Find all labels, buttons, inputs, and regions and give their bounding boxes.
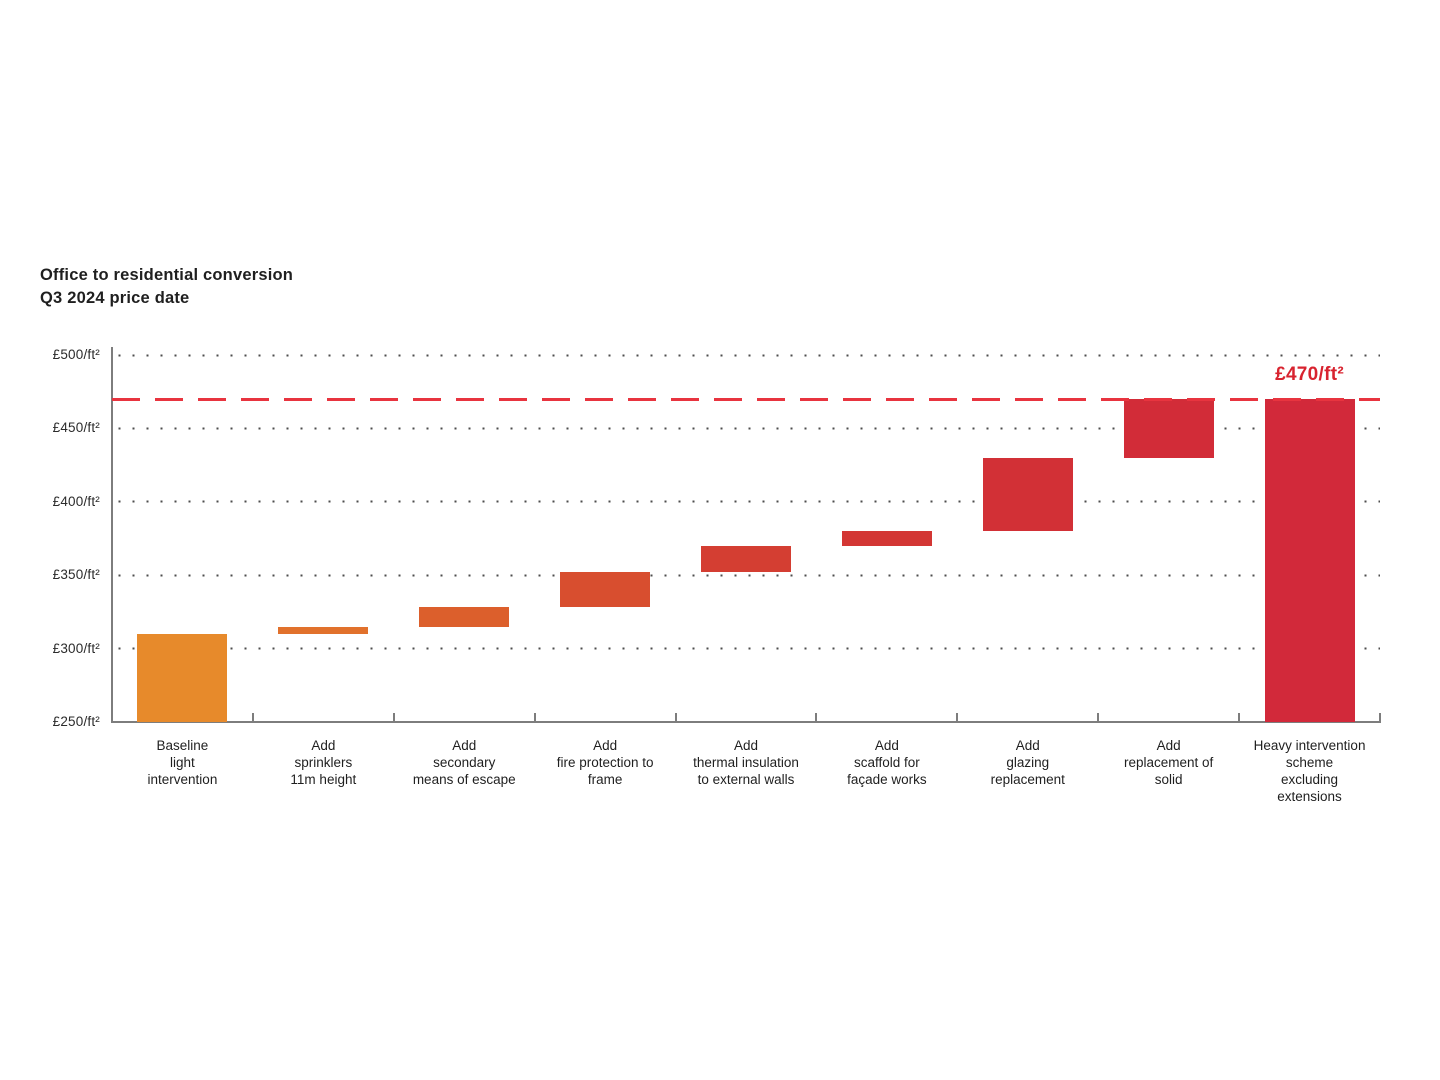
x-axis-tick: [392, 713, 395, 723]
x-axis-tick: [251, 713, 254, 723]
chart-subtitle: Q3 2024 price date: [40, 289, 190, 307]
x-category-label-line: replacement: [990, 772, 1065, 787]
reference-line-label: £470/ft²: [1275, 364, 1345, 386]
waterfall-bar-step-7: [1123, 399, 1214, 458]
x-category-label: Add replacement of solid: [1094, 737, 1244, 788]
waterfall-bar-step-4: [701, 545, 791, 573]
gridline: [118, 353, 1380, 357]
x-category-label-line: glazing: [1006, 755, 1050, 770]
waterfall-bar-step-2: [419, 607, 510, 627]
reference-line: [112, 397, 1380, 401]
x-category-label-line: Add: [593, 738, 618, 753]
x-category-label-line: means of escape: [412, 772, 516, 787]
x-axis-tick: [956, 713, 959, 723]
gridline: [118, 573, 1380, 577]
x-category-label-line: scaffold for: [853, 755, 920, 770]
x-category-label-line: light: [170, 755, 195, 770]
waterfall-bar-baseline: [137, 633, 228, 722]
y-tick-label: £400/ft²: [52, 493, 100, 509]
x-category-label-line: excluding: [1281, 772, 1339, 787]
x-category-label-line: sprinklers: [294, 755, 353, 770]
x-axis-tick: [1097, 713, 1100, 723]
y-tick-label: £450/ft²: [52, 420, 100, 436]
x-category-label: Add thermal insulation to external walls: [671, 737, 821, 788]
x-category-label: Add glazing replacement: [953, 737, 1103, 788]
waterfall-bar-total: [1264, 399, 1355, 722]
x-category-label-line: to external walls: [697, 772, 795, 787]
gridline: [118, 426, 1380, 430]
x-axis-line: [111, 721, 1381, 723]
x-category-label-line: secondary: [433, 755, 496, 770]
x-category-label-line: intervention: [147, 772, 218, 787]
x-category-label-line: Baseline: [156, 738, 209, 753]
x-category-label-line: extensions: [1277, 789, 1342, 804]
x-category-label-line: Heavy intervention: [1253, 738, 1366, 753]
x-axis-tick: [533, 713, 536, 723]
y-axis-line: [111, 347, 113, 723]
x-category-label-line: Add: [1015, 738, 1040, 753]
chart-title: Office to residential conversion: [40, 266, 294, 284]
x-category-label-line: scheme: [1285, 755, 1334, 770]
x-category-label-line: frame: [587, 772, 623, 787]
gridline: [118, 647, 1380, 651]
x-category-label-line: replacement of: [1124, 755, 1214, 770]
x-category-label: Add sprinklers 11m height: [248, 737, 398, 788]
y-tick-label: £300/ft²: [52, 640, 100, 656]
x-axis-tick: [1379, 713, 1381, 723]
x-category-label-line: Add: [874, 738, 899, 753]
x-category-label-line: solid: [1154, 772, 1183, 787]
x-axis-tick: [1238, 713, 1241, 723]
waterfall-bar-step-5: [841, 531, 932, 546]
chart-title-block: Office to residential conversion Q3 2024…: [40, 264, 293, 310]
x-category-label: Baseline light intervention: [107, 737, 257, 788]
x-axis-tick: [815, 713, 818, 723]
x-category-label-line: 11m height: [290, 772, 357, 787]
waterfall-bar-step-3: [560, 572, 651, 608]
y-tick-label: £250/ft²: [52, 714, 100, 729]
x-category-label-line: Add: [1156, 738, 1181, 753]
y-tick-label: £350/ft²: [52, 567, 100, 583]
waterfall-bar-step-6: [982, 457, 1073, 532]
x-category-label: Add fire protection to frame: [530, 737, 680, 788]
gridline: [118, 500, 1380, 504]
waterfall-bar-step-1: [278, 626, 369, 634]
x-category-label-line: Add: [311, 738, 336, 753]
y-tick-label: £500/ft²: [52, 347, 100, 362]
x-category-label: Add secondary means of escape: [389, 737, 539, 788]
x-category-label: Heavy intervention scheme excluding extensi…: [1235, 737, 1385, 805]
x-category-label-line: façade works: [847, 772, 927, 787]
x-category-label-line: fire protection to: [556, 755, 654, 770]
x-category-label: Add scaffold for façade works: [812, 737, 962, 788]
x-category-label-line: Add: [452, 738, 477, 753]
x-category-label-line: Add: [733, 738, 759, 753]
x-category-label-line: thermal insulation: [693, 755, 799, 770]
x-axis-tick: [674, 713, 677, 723]
